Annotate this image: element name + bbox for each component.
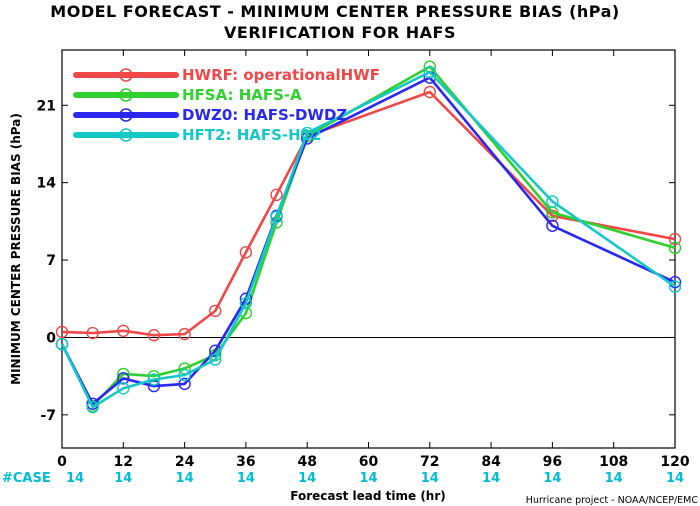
y-axis: -7 0 7 14 21: [37, 98, 675, 424]
data-point: [147, 329, 161, 342]
x-tick-label: 120: [660, 454, 689, 470]
case-count-row: #CASE 14 14 14 14 14 14 14 14 14 14 14: [2, 471, 684, 486]
x-tick-label: 108: [599, 454, 628, 470]
x-axis-label: Forecast lead time (hr): [290, 489, 446, 503]
case-count: 14: [421, 471, 439, 486]
case-count: 14: [298, 471, 316, 486]
case-count: 14: [543, 471, 561, 486]
data-point: [209, 304, 222, 318]
case-count: 14: [605, 471, 623, 486]
x-tick-label: 0: [57, 454, 67, 470]
x-tick-label: 24: [175, 454, 195, 470]
y-axis-label: MINIMUM CENTER PRESSURE BIAS (hPa): [9, 113, 23, 385]
data-point: [178, 368, 191, 382]
legend-marker: [119, 128, 133, 142]
series-layer: [55, 60, 682, 414]
data-point: [209, 353, 222, 366]
legend-label: DWZ0: HAFS-DWDZ: [182, 106, 347, 124]
data-point: [178, 377, 191, 391]
x-tick-label: 48: [297, 454, 316, 470]
x-axis: 0 12 24 36 48 60 72 84 96 108 120: [57, 50, 690, 470]
data-point: [270, 210, 283, 224]
data-point: [55, 325, 69, 339]
case-count: 14: [666, 471, 684, 486]
data-point: [668, 241, 682, 255]
x-tick-label: 84: [481, 454, 501, 470]
data-point: [423, 85, 436, 99]
x-tick-label: 72: [420, 454, 439, 470]
data-point: [423, 65, 436, 79]
y-tick-label: 0: [46, 330, 56, 346]
legend-marker: [119, 68, 133, 82]
case-count: 14: [237, 471, 255, 486]
case-count: 14: [176, 471, 194, 486]
data-point: [147, 369, 161, 383]
data-point: [239, 246, 253, 259]
data-point: [668, 232, 682, 246]
x-tick-label: 36: [236, 454, 255, 470]
x-tick-label: 12: [114, 454, 133, 470]
data-point: [86, 400, 99, 414]
legend-marker: [119, 108, 133, 122]
chart-title: MODEL FORECAST - MINIMUM CENTER PRESSURE…: [50, 2, 619, 21]
case-count: 14: [114, 471, 132, 486]
data-point: [117, 382, 130, 395]
case-count: 14: [359, 471, 377, 486]
series-2: [55, 71, 682, 410]
data-point: [546, 209, 559, 223]
x-tick-label: 96: [543, 454, 562, 470]
series-line: [60, 76, 676, 406]
data-point: [117, 372, 130, 385]
series-0: [55, 85, 682, 342]
legend-label: HFT2: HAFS-H12: [182, 126, 322, 144]
legend: HWRF: operationalHWF HFSA: HAFS-A DWZ0: HA…: [73, 66, 380, 144]
data-point: [55, 337, 69, 351]
data-point: [668, 280, 682, 293]
legend-marker: [119, 88, 133, 102]
legend-label: HWRF: operationalHWF: [182, 66, 380, 84]
legend-label: HFSA: HAFS-A: [182, 86, 302, 104]
data-point: [546, 219, 559, 232]
chart-subtitle: VERIFICATION FOR HAFS: [224, 23, 456, 42]
y-tick-label: 7: [46, 253, 56, 269]
data-point: [147, 373, 161, 386]
data-point: [301, 126, 314, 140]
y-tick-label: -7: [40, 408, 56, 424]
data-point: [86, 326, 99, 340]
case-count: 14: [482, 471, 500, 486]
data-point: [546, 195, 559, 208]
series-line: [61, 90, 676, 337]
data-point: [117, 324, 130, 338]
y-tick-label: 21: [37, 98, 56, 114]
data-point: [178, 327, 191, 341]
case-label: #CASE: [2, 471, 51, 486]
series-3: [55, 65, 682, 414]
data-point: [270, 188, 283, 202]
x-tick-label: 60: [359, 454, 379, 470]
credit-text: Hurricane project - NOAA/NCEP/EMC: [526, 495, 699, 506]
data-point: [239, 296, 253, 310]
y-tick-label: 14: [37, 176, 57, 192]
case-count: 14: [66, 471, 84, 486]
plot-frame: [61, 49, 676, 449]
